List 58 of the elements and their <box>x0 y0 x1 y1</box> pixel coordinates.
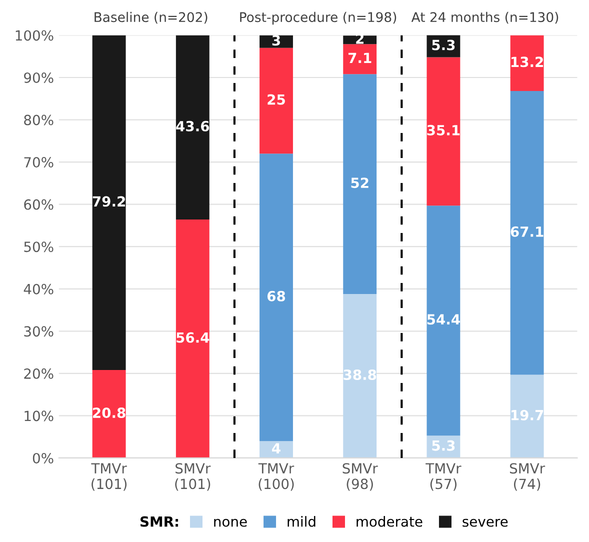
data-label: 19.7 <box>511 410 544 420</box>
bar <box>510 374 544 458</box>
bar <box>343 36 377 44</box>
x-tick-label: SMVr (101) <box>175 463 211 491</box>
bar <box>176 220 210 458</box>
data-label: 20.8 <box>93 408 126 418</box>
y-tick-label: 20% <box>24 368 54 379</box>
bar <box>426 206 460 436</box>
bar <box>510 91 544 375</box>
data-label: 54.4 <box>427 314 460 325</box>
data-label: 5.3 <box>432 40 455 50</box>
text: At 24 months (n=130) <box>411 12 558 24</box>
bar <box>176 35 210 220</box>
bar <box>343 294 377 458</box>
data-label: 13.2 <box>511 56 543 68</box>
text: Baseline (n=202) <box>94 12 208 24</box>
bar <box>426 57 460 206</box>
bar <box>260 48 293 154</box>
text: Post-procedure (n=198) <box>240 12 396 25</box>
x-tick-label: TMVr (100) <box>258 463 294 491</box>
x-tick-label: SMVr (74) <box>510 463 546 491</box>
bar <box>343 74 377 294</box>
bar <box>92 370 126 458</box>
y-tick-label: 50% <box>24 242 54 252</box>
bar <box>510 35 544 92</box>
y-tick-label: 40% <box>24 284 54 294</box>
y-tick-label: 100% <box>16 30 54 41</box>
data-label: 35.1 <box>427 124 460 136</box>
y-tick-label: 0% <box>32 452 54 464</box>
data-label: 79.2 <box>92 196 125 207</box>
data-label: 3 <box>272 35 280 46</box>
data-label: 68 <box>267 290 286 302</box>
data-label: 52 <box>351 178 368 188</box>
bar <box>260 154 293 442</box>
data-label: 56.4 <box>176 332 210 343</box>
y-tick-label: 10% <box>24 410 54 422</box>
y-tick-label: 70% <box>24 157 54 168</box>
data-label: 5.3 <box>432 440 455 451</box>
x-tick-label: TMVr (57) <box>426 463 462 491</box>
legend-label: severe <box>462 518 508 527</box>
data-label: 7.1 <box>348 52 372 63</box>
data-label: 25 <box>268 94 285 105</box>
data-label: 4 <box>272 443 280 454</box>
legend-label: moderate <box>356 516 422 527</box>
x-tick-label: TMVr (101) <box>91 463 127 491</box>
x-tick-label: SMVr (98) <box>342 463 378 491</box>
data-label: 38.8 <box>344 370 376 380</box>
legend-label: mild <box>288 516 316 527</box>
y-tick-label: 90% <box>24 72 54 83</box>
data-label: 67.1 <box>510 226 544 237</box>
data-label: 43.6 <box>176 120 210 132</box>
bar <box>92 35 126 370</box>
y-tick-label: 80% <box>24 114 54 126</box>
y-tick-label: 30% <box>24 326 54 337</box>
legend-label: none <box>214 518 247 527</box>
bar <box>343 44 377 74</box>
y-tick-label: 60% <box>24 199 54 210</box>
legend-title: SMR: <box>140 516 178 527</box>
